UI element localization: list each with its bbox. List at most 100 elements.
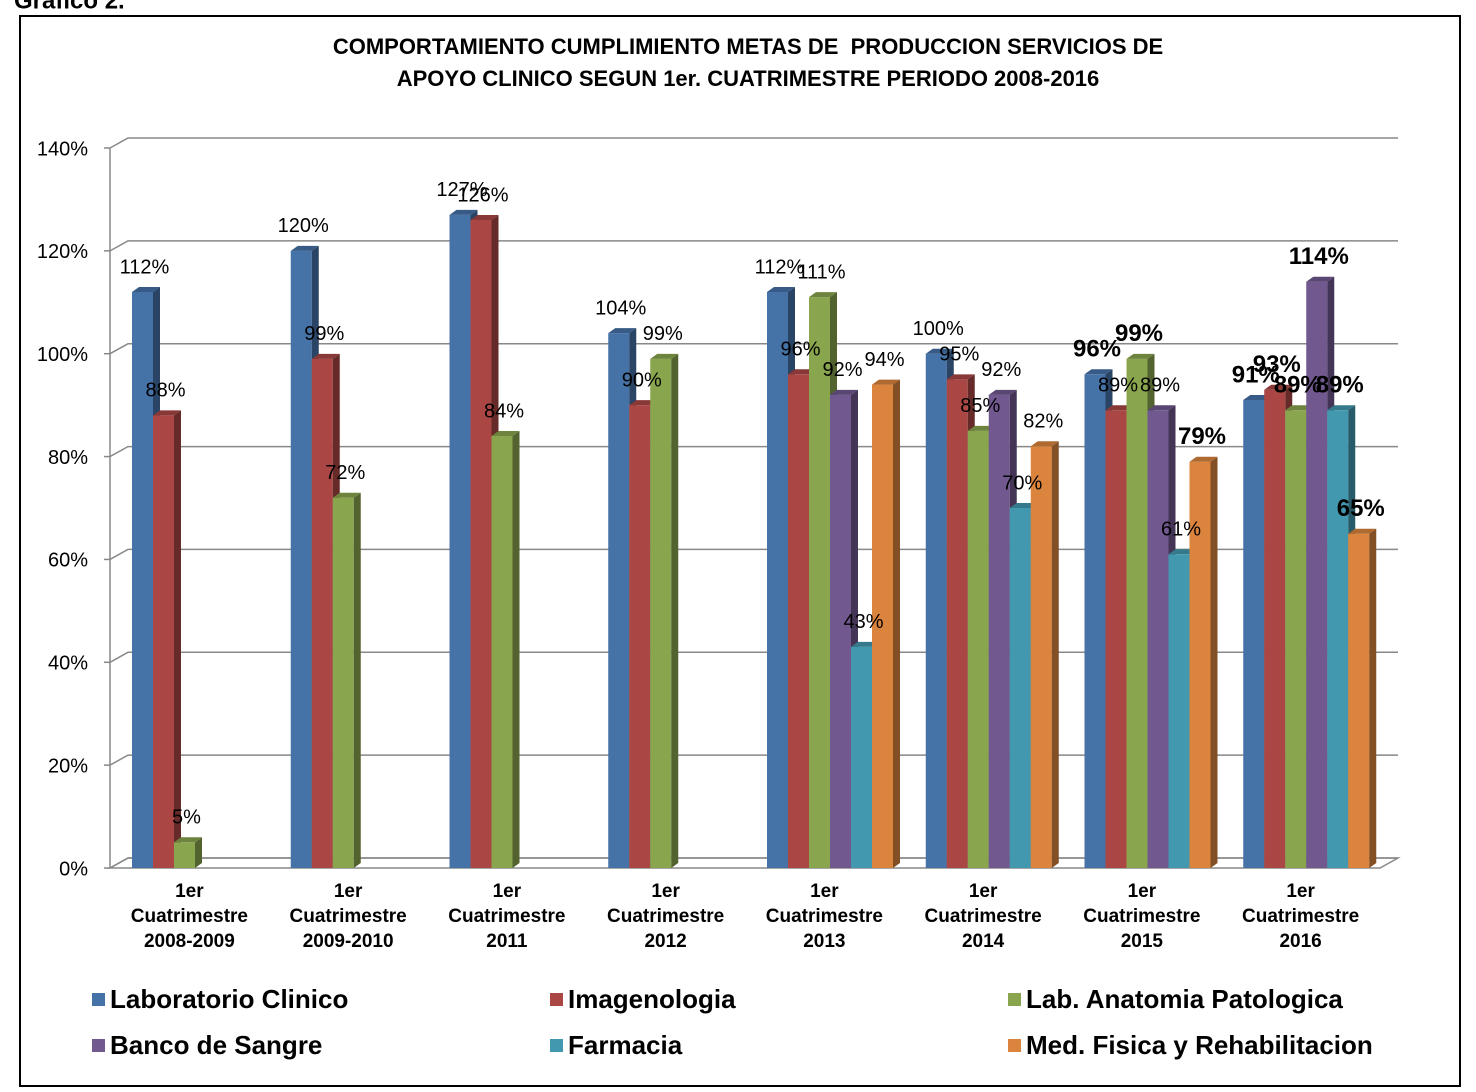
data-label: 99% xyxy=(1115,320,1163,347)
data-label: 89% xyxy=(1274,372,1322,399)
bar-front xyxy=(1168,554,1190,868)
data-label: 112% xyxy=(755,256,805,278)
bar-front xyxy=(1147,410,1169,868)
legend-label: Lab. Anatomia Patologica xyxy=(1026,984,1343,1014)
data-label: 82% xyxy=(1023,411,1063,433)
bar-front xyxy=(925,353,947,868)
data-label: 90% xyxy=(622,369,662,391)
data-label: 61% xyxy=(1161,519,1201,541)
x-tick-line: Cuatrimestre xyxy=(131,906,248,927)
bar-front xyxy=(629,405,651,868)
bar-front xyxy=(1327,410,1349,868)
x-tick-line: 1er xyxy=(334,881,363,902)
x-tick-label: 1er Cuatrimestre 2011 xyxy=(448,881,565,952)
y-tick-label: 120% xyxy=(37,241,88,263)
bar-front xyxy=(332,497,354,868)
bar-side xyxy=(353,492,361,868)
bar xyxy=(1030,441,1059,868)
data-label: 93% xyxy=(1253,351,1301,378)
bar-front xyxy=(1030,446,1052,868)
grid-line xyxy=(109,342,1398,355)
bar-top xyxy=(1147,405,1176,411)
bar-side xyxy=(1051,441,1059,868)
y-tick-label: 40% xyxy=(48,653,88,675)
data-label: 95% xyxy=(939,344,979,366)
x-tick-line: 1er xyxy=(810,881,839,902)
x-tick-label: 1er Cuatrimestre 2015 xyxy=(1083,881,1200,952)
bar-front xyxy=(1084,374,1106,868)
bar-front xyxy=(788,374,809,868)
y-tick-label: 80% xyxy=(48,447,88,469)
bar-front xyxy=(1264,389,1286,868)
bar-top xyxy=(449,209,478,215)
x-tick-line: 1er xyxy=(175,881,204,902)
legend-swatch xyxy=(1008,993,1021,1006)
legend-label: Med. Fisica y Rehabilitacion xyxy=(1026,1030,1373,1060)
bar-front xyxy=(1009,508,1031,868)
bar-top xyxy=(1084,369,1113,375)
data-label: 88% xyxy=(145,380,185,402)
data-label: 112% xyxy=(120,256,170,278)
x-tick-line: 2014 xyxy=(962,931,1005,952)
bar-side xyxy=(195,837,202,868)
bar-front xyxy=(174,842,195,868)
bar-front xyxy=(650,358,672,868)
bar-top xyxy=(925,348,954,354)
y-tick-label: 100% xyxy=(37,344,88,366)
x-tick-line: Cuatrimestre xyxy=(448,906,565,927)
data-label: 100% xyxy=(913,318,964,340)
bar-top xyxy=(132,287,160,292)
x-tick-line: Cuatrimestre xyxy=(607,906,724,927)
bar-front xyxy=(1105,410,1127,868)
data-label: 65% xyxy=(1337,495,1385,522)
legend-label: Laboratorio Clinico xyxy=(110,984,348,1014)
chart-title: COMPORTAMIENTO CUMPLIMIENTO METAS DE PRO… xyxy=(333,34,1163,59)
bar xyxy=(174,837,202,868)
data-label: 89% xyxy=(1316,372,1364,399)
grid-line xyxy=(109,137,1398,149)
data-label: 92% xyxy=(822,359,862,381)
bar-top xyxy=(946,374,975,380)
bar-side xyxy=(893,379,900,868)
data-label: 79% xyxy=(1178,423,1226,450)
bar-front xyxy=(153,415,174,868)
bar-top xyxy=(767,287,795,292)
bar-front xyxy=(988,394,1010,868)
bar-front xyxy=(311,358,333,868)
y-tick-label: 0% xyxy=(59,858,88,880)
legend-swatch xyxy=(1008,1039,1021,1052)
data-label: 99% xyxy=(643,323,683,345)
bar-side xyxy=(512,431,520,868)
data-label: 96% xyxy=(780,339,820,361)
legend-label: Imagenologia xyxy=(568,984,736,1014)
x-tick-line: 1er xyxy=(969,881,998,902)
grid-line xyxy=(109,240,1398,252)
bar xyxy=(872,379,900,868)
bar-front xyxy=(1348,533,1370,868)
bar-side xyxy=(174,410,181,868)
bar-front xyxy=(809,297,830,869)
x-tick-label: 1er Cuatrimestre 2016 xyxy=(1242,881,1359,952)
legend-label: Banco de Sangre xyxy=(110,1030,322,1060)
bar-front xyxy=(1285,410,1307,868)
bar-top xyxy=(491,431,520,436)
bar-top xyxy=(872,379,900,385)
chart-border xyxy=(19,15,1461,1087)
data-label: 92% xyxy=(981,359,1021,381)
bar-front xyxy=(132,292,153,868)
bar-top xyxy=(988,389,1017,395)
x-tick-label: 1er Cuatrimestre 2012 xyxy=(607,881,724,952)
x-tick-line: Cuatrimestre xyxy=(766,906,883,927)
data-label: 99% xyxy=(304,323,344,345)
bar xyxy=(153,410,181,868)
bar-top xyxy=(1264,384,1293,390)
bar-front xyxy=(1243,400,1265,868)
data-label: 120% xyxy=(278,215,329,237)
x-tick-line: 1er xyxy=(651,881,680,902)
bar xyxy=(332,492,361,868)
data-label: 72% xyxy=(325,462,365,484)
bar-top xyxy=(332,492,361,498)
data-label: 111% xyxy=(797,261,845,283)
bar-front xyxy=(1126,358,1148,868)
x-tick-line: 2012 xyxy=(644,931,686,952)
